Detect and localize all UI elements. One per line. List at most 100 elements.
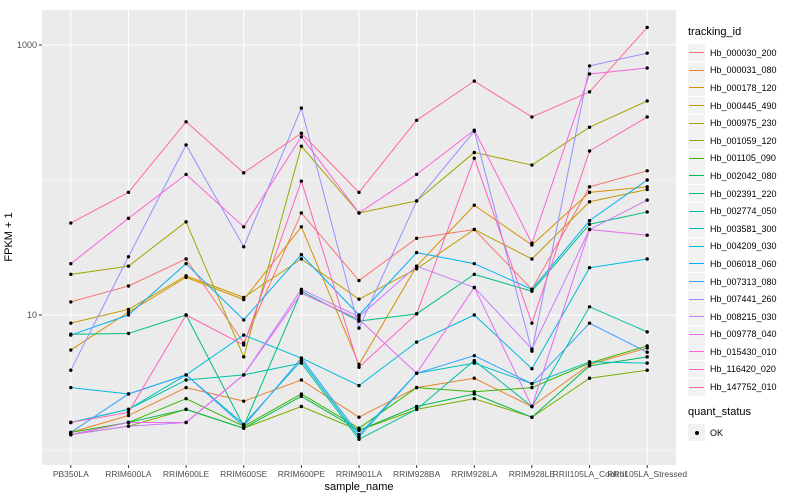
legend-item: Hb_002042_080 [688,167,800,185]
data-point [69,321,73,325]
data-point [299,106,304,110]
data-point [414,407,419,412]
legend-item: Hb_000975_230 [688,114,800,132]
data-point [357,383,361,388]
legend-item-label: Hb_000975_230 [710,118,777,129]
legend-color-line-icon [689,69,704,71]
legend-item: Hb_003581_300 [688,220,800,238]
data-point [472,150,476,155]
data-point [126,392,131,396]
legend-color-line-icon [689,281,704,283]
data-point [357,211,361,215]
data-point [645,51,649,55]
legend-item-label: Hb_009778_040 [710,329,777,340]
data-point [645,115,649,119]
legend-item-label: Hb_002391_220 [710,188,777,199]
legend-items: Hb_000030_200 Hb_000031_080 Hb_000178_120 H… [688,44,800,396]
legend-key [688,61,705,79]
legend-color-line-icon [689,140,704,142]
data-point [69,385,73,390]
x-tick-label: PB350LA [53,469,89,479]
data-point [530,385,534,390]
data-point [299,287,304,292]
data-point [242,424,246,428]
data-point [357,315,361,319]
legend-key [688,202,705,220]
data-point [530,381,534,386]
legend-color-line-icon [689,157,704,159]
data-point [242,295,246,300]
legend-item-quant-ok: OK [688,424,800,442]
data-point [472,227,476,232]
data-point [184,378,188,382]
data-point [299,144,304,148]
data-point [645,169,649,173]
data-point [242,373,246,377]
data-point [472,272,476,277]
data-point [242,355,246,359]
legend-item: Hb_000178_120 [688,79,800,97]
legend-color-line-icon [689,298,704,300]
data-point [184,257,188,261]
data-point [414,118,419,122]
data-point [184,385,188,390]
data-point [645,66,649,70]
legend-key [688,325,705,343]
legend-item: Hb_001105_090 [688,149,800,168]
legend-key [688,44,705,62]
data-point [299,361,304,365]
data-point [184,396,188,401]
legend-item-label: Hb_007313_080 [710,276,777,287]
legend-item-label: Hb_000030_200 [710,47,777,58]
data-point [126,313,131,317]
data-point [357,317,361,321]
data-point [242,343,246,347]
data-point [184,172,188,177]
legend-title-quant-status: quant_status [688,405,751,418]
legend-item-label: Hb_004209_030 [710,241,777,252]
legend-key [688,97,705,115]
data-point [126,255,131,259]
data-point [530,321,534,325]
data-point [357,362,361,367]
data-point [414,172,419,177]
data-point [184,120,188,124]
legend-color-line-icon [689,193,704,195]
legend-item: Hb_000031_080 [688,61,800,80]
data-point [587,364,592,368]
data-point [242,333,246,337]
x-tick-label: RRIM928LE [509,469,556,479]
data-point [299,257,304,261]
data-point [587,360,592,364]
legend-key [688,79,705,97]
data-point [357,437,361,442]
x-tick-label: RRII105LA_Control [553,469,627,479]
data-point [645,185,649,189]
x-tick-label: RRII105LA_Stressed [607,469,687,479]
data-point [645,25,649,30]
x-tick-label: RRIM600LE [163,469,210,479]
data-point [587,321,592,325]
data-point [126,310,131,314]
legend-item: Hb_007313_080 [688,273,800,291]
data-point [69,333,73,337]
legend-item-label: Hb_000178_120 [710,82,777,93]
legend-key [688,132,705,150]
data-point [587,305,592,309]
data-point [414,250,419,255]
data-point [414,236,419,240]
data-point [587,376,592,380]
y-tick-label: 1000 [17,40,37,50]
data-point [587,190,592,195]
data-point [645,355,649,359]
legend-color-line-icon [689,210,704,212]
data-point [587,64,592,68]
data-point [414,340,419,344]
legend-item-label: Hb_000445_490 [710,100,777,111]
data-point [242,225,246,229]
legend-color-line-icon [689,87,704,89]
legend-item-label: Hb_015430_010 [710,346,777,357]
data-point [530,115,534,119]
data-point [472,285,476,290]
data-point [299,358,304,363]
